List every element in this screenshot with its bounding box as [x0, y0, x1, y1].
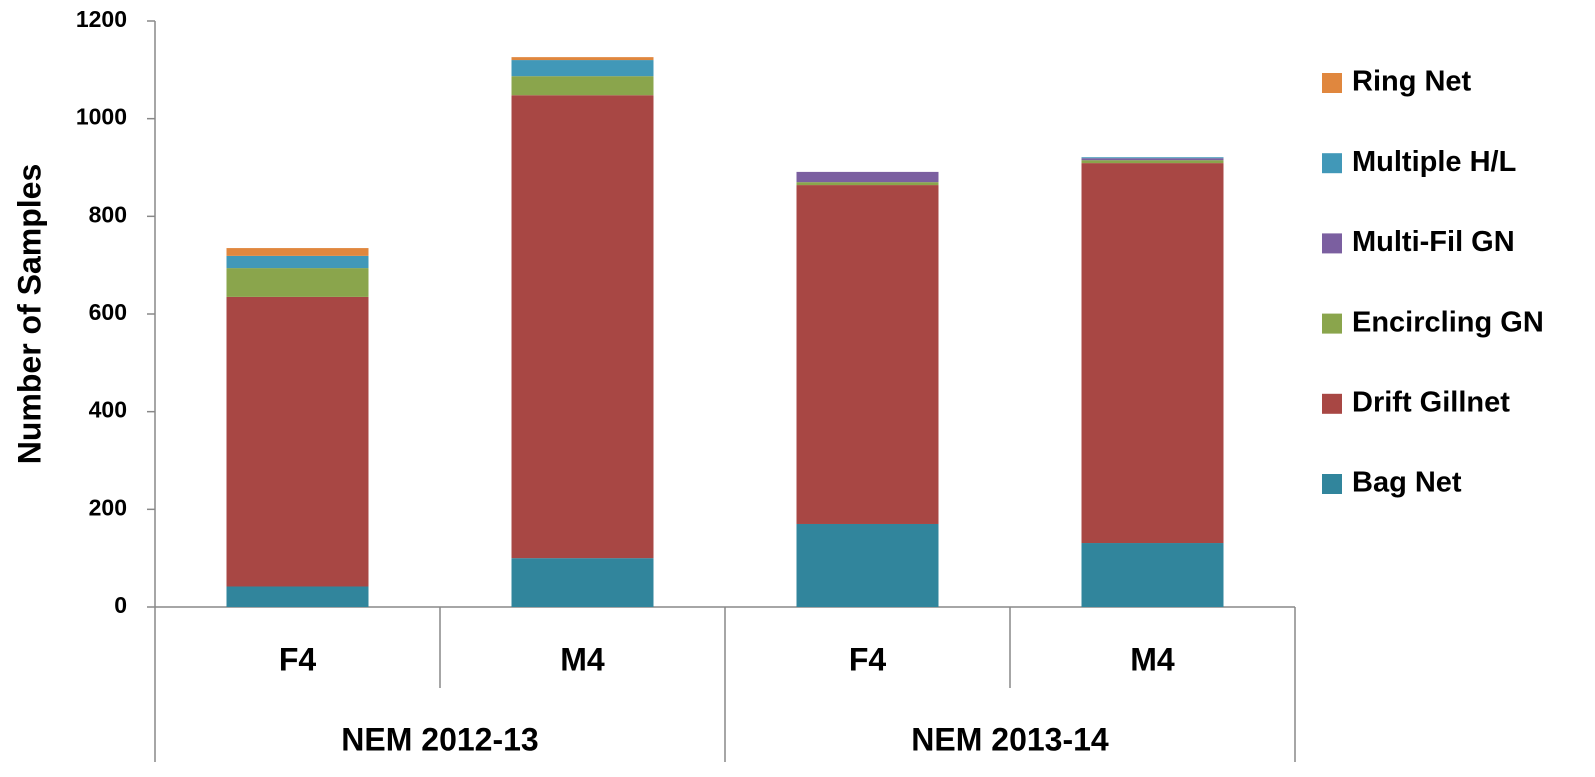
- bar-segment: [1081, 160, 1224, 164]
- bar-segment: [1081, 157, 1224, 159]
- category-label: F4: [849, 641, 887, 677]
- bar-segment: [511, 558, 654, 607]
- y-tick-label: 200: [89, 494, 127, 520]
- y-tick-label: 1000: [76, 104, 127, 130]
- group-label: NEM 2012-13: [341, 721, 538, 757]
- legend-label: Drift Gillnet: [1352, 386, 1510, 418]
- bar-segment: [1081, 163, 1224, 544]
- bar-segment: [796, 171, 939, 183]
- legend-swatch: [1322, 313, 1342, 334]
- bar-segment: [226, 255, 369, 269]
- legend-swatch: [1322, 474, 1342, 494]
- legend-label: Ring Net: [1352, 66, 1472, 98]
- bar-segment: [226, 586, 369, 607]
- category-label: F4: [279, 641, 317, 677]
- y-tick-label: 800: [89, 201, 127, 227]
- bar-segment: [796, 185, 939, 524]
- bar-segment: [226, 248, 369, 256]
- bar-segment: [796, 182, 939, 186]
- legend-swatch: [1322, 73, 1342, 93]
- y-axis-label: Number of Samples: [11, 164, 47, 465]
- bar-segment: [796, 523, 939, 607]
- legend-label: Encircling GN: [1352, 306, 1544, 338]
- y-tick-label: 600: [89, 299, 127, 325]
- y-tick-label: 1200: [76, 6, 127, 32]
- bar-segment: [511, 76, 654, 96]
- legend-swatch: [1322, 153, 1342, 174]
- bar-segment: [511, 95, 654, 559]
- legend-swatch: [1322, 233, 1342, 254]
- bar-segment: [226, 296, 369, 587]
- y-tick-label: 0: [114, 592, 127, 618]
- category-label: M4: [560, 641, 605, 677]
- legend-label: Multi-Fil GN: [1352, 226, 1515, 258]
- category-label: M4: [1130, 641, 1175, 677]
- bar-segment: [226, 268, 369, 297]
- bar-segment: [511, 60, 654, 77]
- legend-label: Bag Net: [1352, 467, 1462, 499]
- legend-swatch: [1322, 393, 1342, 414]
- group-label: NEM 2013-14: [911, 721, 1109, 757]
- bar-segment: [1081, 158, 1224, 161]
- bar-segment: [1081, 543, 1224, 607]
- legend-label: Multiple H/L: [1352, 146, 1516, 178]
- y-tick-label: 400: [89, 397, 127, 423]
- bar-segment: [511, 57, 654, 61]
